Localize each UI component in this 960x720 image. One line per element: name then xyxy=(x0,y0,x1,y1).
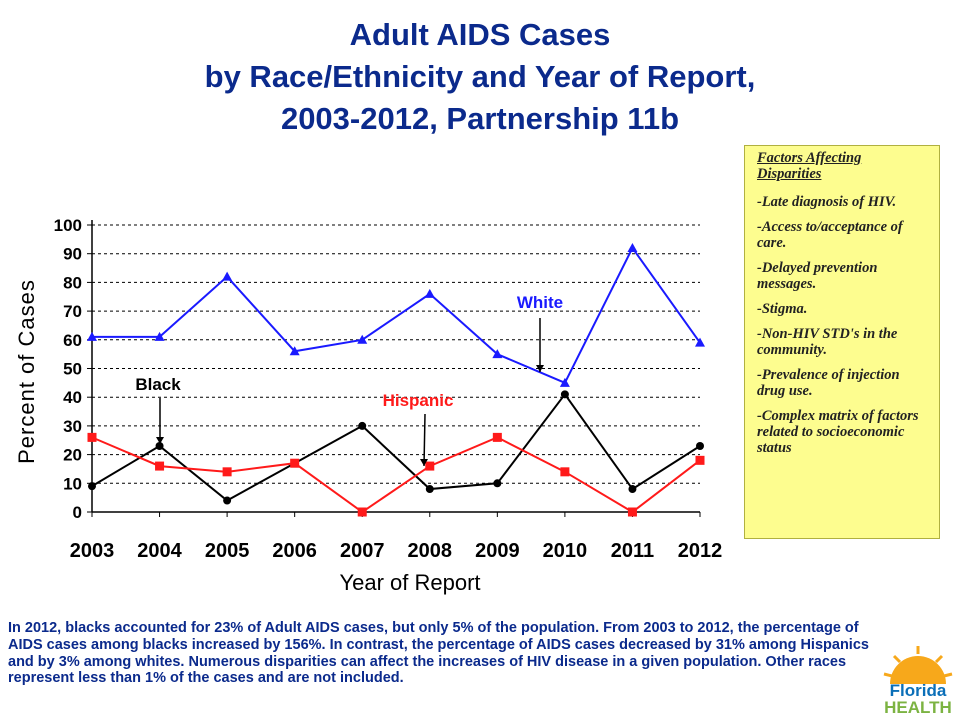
y-tick-label: 100 xyxy=(54,216,82,235)
chart-title: Adult AIDS Cases by Race/Ethnicity and Y… xyxy=(40,14,920,140)
y-tick-label: 80 xyxy=(63,273,82,292)
x-tick-label: 2012 xyxy=(678,540,723,562)
annotation-arrow-hispanic xyxy=(423,413,426,467)
point-white xyxy=(357,334,368,344)
series-line-hispanic xyxy=(91,436,701,514)
summary-text: In 2012, blacks accounted for 23% of Adu… xyxy=(8,620,869,687)
x-axis-label: Year of Report xyxy=(339,570,480,595)
point-white xyxy=(289,346,300,356)
x-tick-label: 2011 xyxy=(611,540,654,562)
point-white xyxy=(559,377,570,387)
point-black xyxy=(425,485,434,494)
factors-box: Factors Affecting Disparities -Late diag… xyxy=(744,145,940,539)
florida-health-logo: Florida HEALTH xyxy=(882,644,954,716)
factor-item: -Stigma. xyxy=(757,301,808,317)
series-annotations: White Black Hispanic xyxy=(135,293,563,467)
x-tick-label: 2006 xyxy=(272,540,317,562)
point-hispanic xyxy=(290,458,300,468)
factors-heading: Factors Affecting Disparities xyxy=(757,150,862,182)
point-black xyxy=(628,485,637,494)
point-white xyxy=(222,271,233,281)
y-tick-label: 50 xyxy=(63,360,82,379)
point-hispanic xyxy=(695,455,705,465)
y-tick-label: 30 xyxy=(63,417,82,436)
annotation-arrowhead-black xyxy=(156,437,164,444)
factor-item: -Complex matrix of factors related to so… xyxy=(757,408,919,456)
x-tick-label: 2003 xyxy=(70,540,115,562)
y-tick-label: 0 xyxy=(73,503,82,522)
point-hispanic xyxy=(87,432,97,442)
series-label-hispanic: Hispanic xyxy=(383,391,454,410)
point-black xyxy=(493,479,502,488)
y-tick-label: 60 xyxy=(63,331,82,350)
y-tick-label: 40 xyxy=(63,388,82,407)
y-axis-label: Percent of Cases xyxy=(14,279,39,464)
point-hispanic xyxy=(155,461,165,471)
logo-text-florida: Florida xyxy=(890,681,947,700)
point-hispanic xyxy=(425,461,435,471)
point-black xyxy=(88,482,96,491)
factor-item: -Late diagnosis of HIV. xyxy=(757,194,897,210)
point-hispanic xyxy=(492,432,502,442)
annotation-arrowhead-hispanic xyxy=(420,459,428,466)
point-hispanic xyxy=(627,507,637,517)
series-line-black xyxy=(91,392,701,502)
title-line-1: Adult AIDS Cases xyxy=(349,17,611,52)
axes: 0 10 20 30 40 50 60 70 80 90 100 2003 2004 2005 2006 20… xyxy=(14,216,722,595)
x-tick-label: 2009 xyxy=(475,540,520,562)
logo-text-health: HEALTH xyxy=(884,698,952,716)
point-white xyxy=(424,288,435,298)
series-lines xyxy=(87,242,705,517)
point-hispanic xyxy=(222,467,232,477)
factor-item: -Access to/acceptance of care. xyxy=(757,219,903,251)
series-label-black: Black xyxy=(135,375,181,394)
x-tick-label: 2005 xyxy=(205,540,250,562)
title-line-3: 2003-2012, Partnership 11b xyxy=(280,101,680,136)
point-black xyxy=(696,441,704,450)
point-white xyxy=(154,331,165,341)
gridlines xyxy=(92,224,700,484)
point-white xyxy=(695,337,705,347)
factor-item: -Delayed prevention messages. xyxy=(757,260,878,292)
point-black xyxy=(155,441,164,450)
x-tick-label: 2010 xyxy=(543,540,588,562)
annotation-arrowhead-white xyxy=(536,365,544,372)
point-hispanic xyxy=(560,467,570,477)
point-black xyxy=(223,496,232,505)
x-tick-label: 2007 xyxy=(340,540,385,562)
factor-item: -Non-HIV STD's in the community. xyxy=(757,326,898,358)
y-tick-label: 10 xyxy=(63,474,82,493)
y-tick-label: 70 xyxy=(63,302,82,321)
point-hispanic xyxy=(357,507,367,517)
point-black xyxy=(560,390,569,399)
point-white xyxy=(87,331,97,341)
point-white xyxy=(492,349,503,359)
point-black xyxy=(358,421,367,430)
series-line-white xyxy=(92,246,701,385)
title-line-2: by Race/Ethnicity and Year of Report, xyxy=(204,59,756,94)
y-tick-label: 90 xyxy=(63,245,82,264)
point-white xyxy=(627,242,638,252)
factor-item: -Prevalence of injection drug use. xyxy=(757,367,900,399)
y-tick-label: 20 xyxy=(63,446,82,465)
x-tick-label: 2004 xyxy=(137,540,182,562)
x-tick-label: 2008 xyxy=(408,540,453,562)
series-label-white: White xyxy=(517,293,563,312)
